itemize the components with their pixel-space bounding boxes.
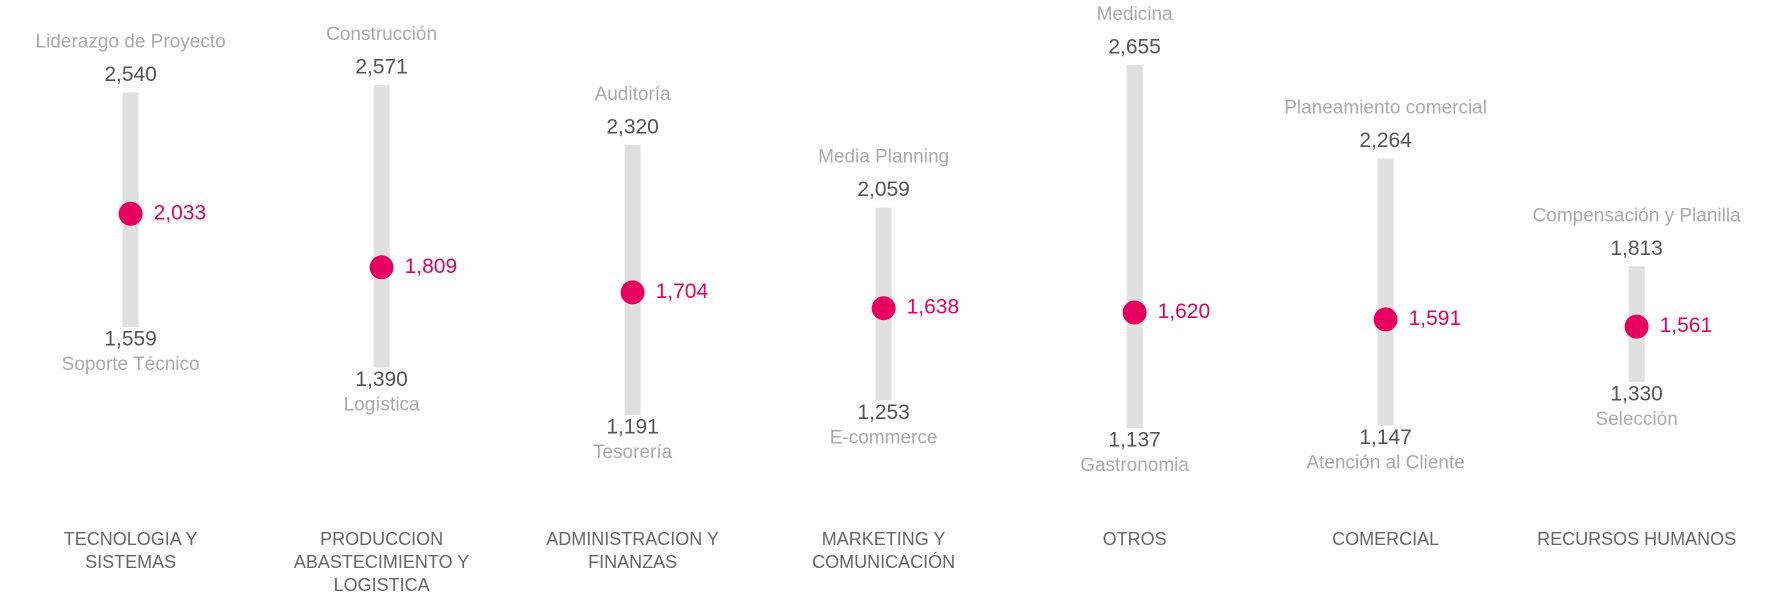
- high-value: 2,320: [606, 116, 659, 139]
- avg-dot: [369, 255, 394, 280]
- category-label: COMERCIAL: [1332, 529, 1440, 549]
- avg-dot: [1122, 300, 1147, 325]
- category-label: ADMINISTRACION Y FINANZAS: [546, 529, 719, 572]
- avg-value: 1,809: [405, 255, 458, 278]
- low-value: 1,253: [857, 401, 910, 424]
- high-label: Compensación y Planilla: [1533, 205, 1741, 226]
- high-value: 1,813: [1610, 237, 1663, 260]
- category-label: OTROS: [1102, 529, 1167, 549]
- range-bar: [1126, 65, 1143, 428]
- low-label: Tesorería: [593, 442, 673, 463]
- avg-dot: [871, 296, 896, 321]
- high-label: Planeamiento comercial: [1284, 98, 1487, 119]
- high-label: Medicina: [1097, 4, 1173, 25]
- high-value: 2,655: [1108, 36, 1161, 59]
- range-bar: [624, 145, 641, 416]
- low-label: Atención al Cliente: [1306, 453, 1464, 474]
- low-value: 1,390: [355, 368, 408, 391]
- range-bar: [1377, 158, 1394, 426]
- category-label: TECNOLOGIA Y SISTEMAS: [63, 529, 198, 572]
- category-label: RECURSOS HUMANOS: [1537, 529, 1737, 549]
- category-label: MARKETING Y COMUNICACIÓN: [812, 529, 956, 572]
- avg-dot: [1624, 314, 1649, 339]
- high-label: Auditoría: [595, 84, 671, 105]
- avg-dot: [1373, 307, 1398, 332]
- low-label: Soporte Técnico: [62, 354, 200, 375]
- avg-value: 1,704: [656, 280, 709, 303]
- low-value: 1,330: [1610, 382, 1663, 405]
- low-value: 1,559: [104, 328, 157, 351]
- high-label: Liderazgo de Proyecto: [36, 32, 226, 53]
- low-value: 1,191: [606, 416, 659, 439]
- category-label: PRODUCCION ABASTECIMIENTO Y LOGISTICA: [293, 529, 470, 595]
- avg-dot: [620, 280, 645, 305]
- avg-value: 1,620: [1158, 300, 1211, 323]
- low-label: E-commerce: [830, 427, 938, 448]
- low-label: Gastronomia: [1080, 455, 1189, 476]
- avg-dot: [118, 201, 143, 226]
- low-label: Selección: [1595, 409, 1677, 430]
- avg-value: 1,638: [907, 296, 960, 319]
- high-label: Construcción: [326, 24, 437, 45]
- avg-value: 2,033: [154, 201, 207, 224]
- high-value: 2,264: [1359, 129, 1412, 152]
- low-value: 1,137: [1108, 429, 1161, 452]
- high-value: 2,571: [355, 56, 408, 79]
- high-label: Media Planning: [818, 147, 949, 168]
- high-value: 2,059: [857, 178, 910, 201]
- high-value: 2,540: [104, 63, 157, 86]
- avg-value: 1,591: [1409, 307, 1462, 330]
- low-value: 1,147: [1359, 426, 1412, 449]
- low-label: Logística: [344, 395, 420, 416]
- range-bar: [373, 85, 390, 368]
- avg-value: 1,561: [1660, 314, 1713, 337]
